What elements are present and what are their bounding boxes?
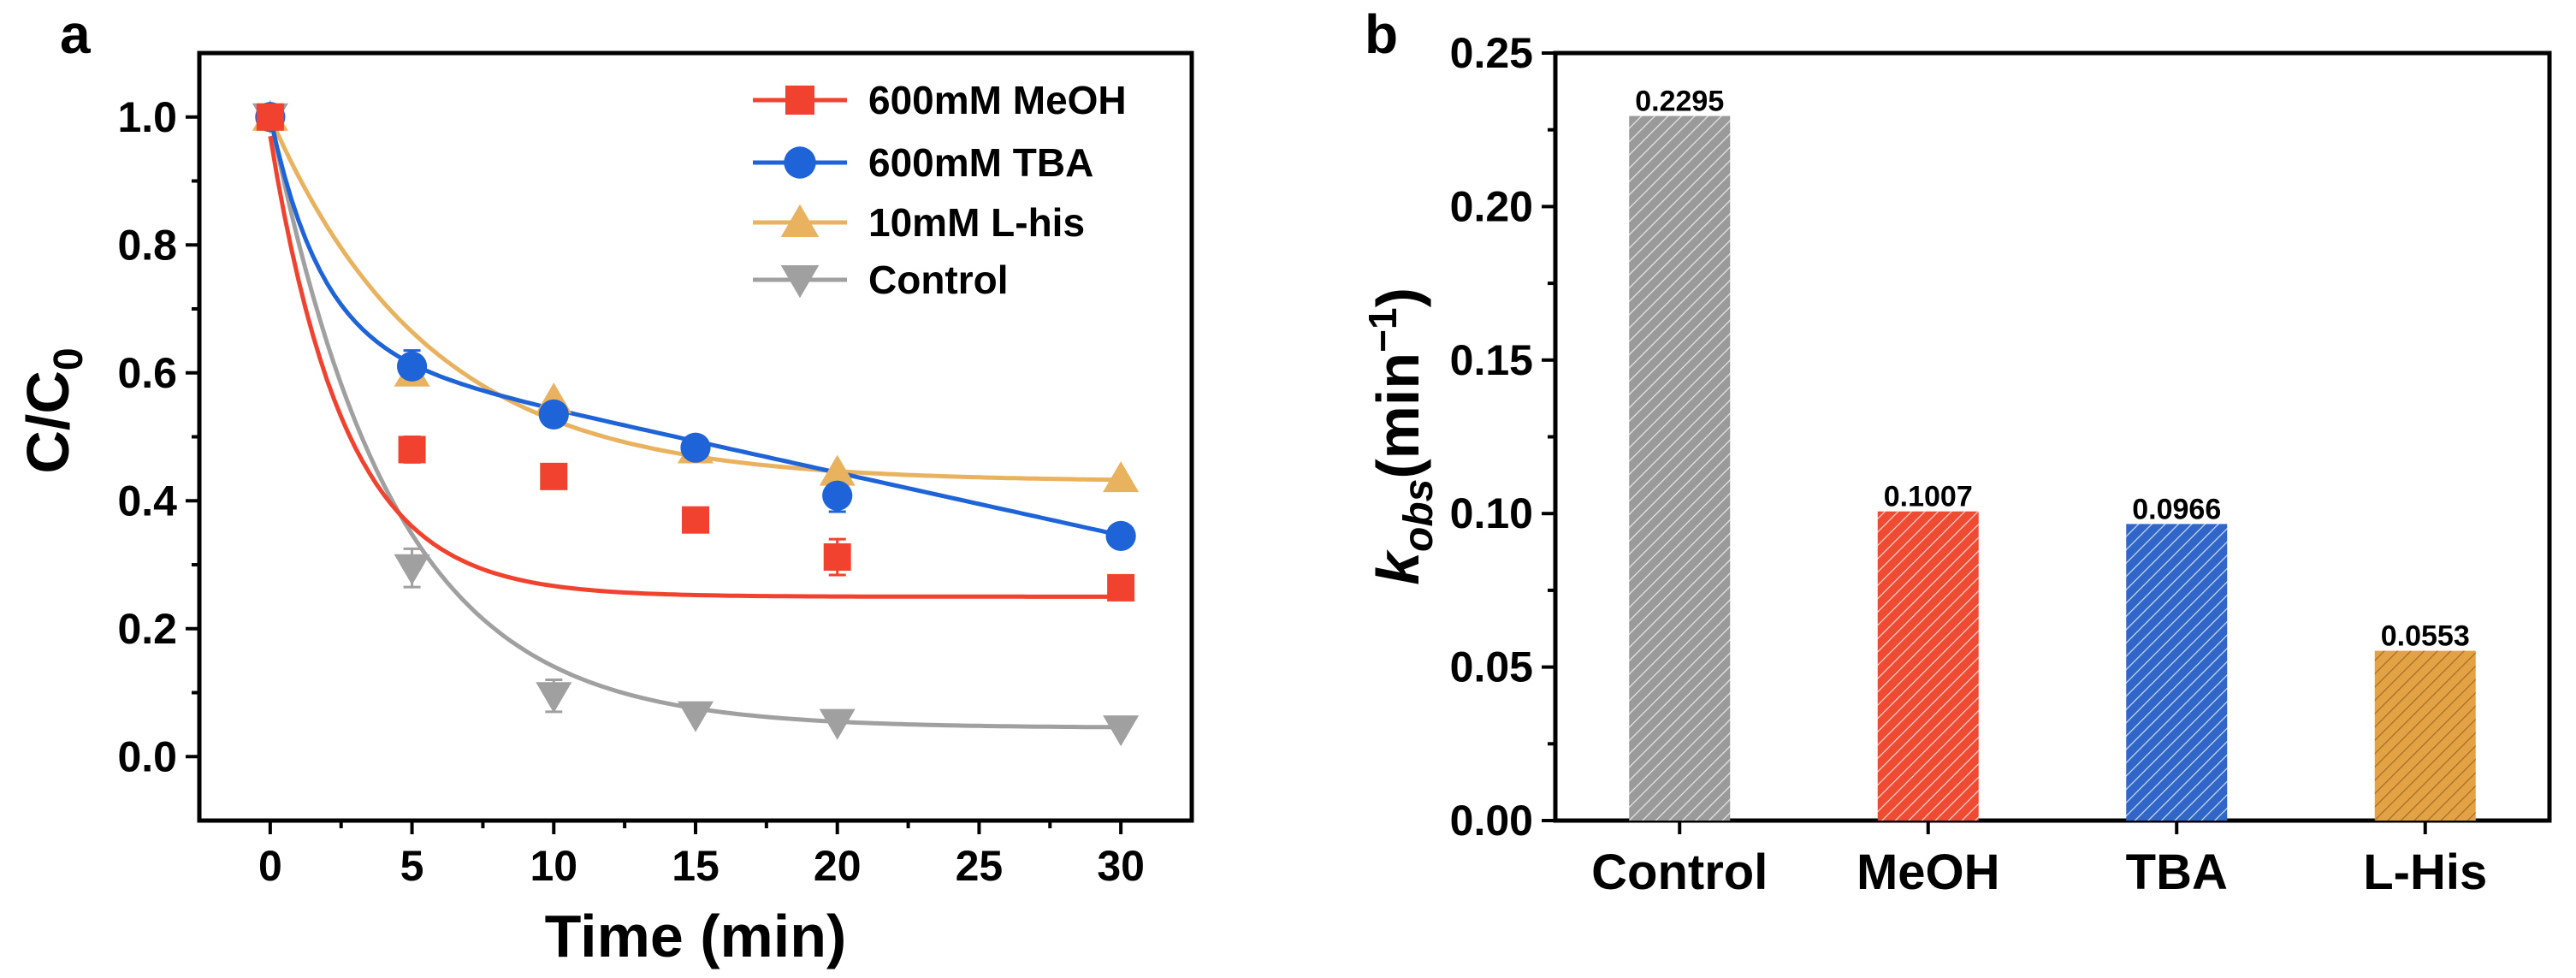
y-tick-label: 0.8 <box>117 221 177 269</box>
panel-b-y-ticks: 0.00 0.05 0.10 0.15 0.20 0.25 <box>1450 29 1555 845</box>
y-tick-label: 0.6 <box>117 349 177 397</box>
legend-marker <box>784 146 816 179</box>
panel-b-y-axis-title-sup: −1 <box>1360 307 1405 352</box>
legend-label: 600mM TBA <box>868 140 1093 185</box>
x-tick-label: 10 <box>530 842 577 890</box>
panel-a-y-axis-title-sub: 0 <box>46 347 92 370</box>
panel-a-error-bars <box>403 349 846 714</box>
data-point-0 <box>1107 573 1135 602</box>
panel-b-bars: 0.2295 0.1007 0.0966 0.0553 <box>1629 86 2476 834</box>
y-tick-label: 0.05 <box>1450 643 1533 691</box>
data-point-1 <box>538 399 569 430</box>
data-point-0 <box>682 506 709 534</box>
panel-a-x-ticks: 0 5 10 15 20 25 30 <box>258 821 1145 890</box>
panel-a-y-axis-title: C/C0 <box>15 347 92 473</box>
panel-a-y-ticks: 0.0 0.2 0.4 0.6 0.8 1.0 <box>117 93 199 780</box>
y-tick-label: 0.25 <box>1450 29 1533 77</box>
category-label: Control <box>1591 845 1768 900</box>
legend-label: 600mM MeOH <box>868 78 1127 122</box>
bar-l-his <box>2374 650 2476 821</box>
data-point-3 <box>394 554 430 585</box>
bar-value-label: 0.0553 <box>2381 620 2470 653</box>
fit-line-0 <box>268 135 1122 599</box>
y-tick-label: 0.15 <box>1450 336 1533 384</box>
panel-b-y-axis-title: kobs(min−1) <box>1360 287 1442 585</box>
legend-label: 10mM L-his <box>868 200 1085 245</box>
panel-b-category-labels: Control MeOH TBA L-His <box>1591 845 2487 900</box>
panel-b-y-axis-title-sub: obs <box>1396 479 1442 552</box>
data-point-3 <box>1103 715 1140 747</box>
category-label: TBA <box>2126 845 2228 900</box>
panel-a-x-axis-title: Time (min) <box>545 903 847 969</box>
panel-a-letter: a <box>60 3 91 65</box>
x-tick-label: 5 <box>400 842 424 890</box>
y-tick-label: 0.4 <box>117 477 177 525</box>
panel-b-letter: b <box>1365 3 1398 65</box>
x-tick-label: 15 <box>672 842 720 890</box>
data-point-3 <box>678 701 714 732</box>
data-point-3 <box>819 708 856 740</box>
data-point-1 <box>1105 520 1136 551</box>
legend-label: Control <box>868 258 1009 302</box>
legend-marker <box>785 86 814 115</box>
bar-value-label: 0.0966 <box>2132 493 2221 525</box>
data-point-0 <box>398 436 426 464</box>
bar-value-label: 0.2295 <box>1635 86 1724 118</box>
data-point-1 <box>396 351 428 382</box>
x-tick-label: 0 <box>258 842 282 890</box>
data-point-3 <box>536 682 572 714</box>
y-tick-label: 0.20 <box>1450 182 1533 230</box>
panel-b-y-axis-title-close: ) <box>1365 287 1431 307</box>
bar-value-label: 0.1007 <box>1884 481 1973 513</box>
y-tick-label: 0.0 <box>117 732 177 780</box>
data-point-1 <box>680 432 711 463</box>
category-label: L-His <box>2363 845 2487 900</box>
data-point-2 <box>1103 461 1140 493</box>
panel-b-y-axis-title-unit: (min <box>1365 353 1431 479</box>
x-tick-label: 20 <box>814 842 862 890</box>
bar-meoh <box>1877 511 1979 821</box>
y-tick-label: 1.0 <box>117 93 177 141</box>
data-point-0 <box>540 462 568 490</box>
x-tick-label: 30 <box>1097 842 1145 890</box>
data-point-1 <box>822 480 853 511</box>
panel-a-data-markers <box>252 99 1140 747</box>
legend-marker <box>780 265 820 299</box>
panel-b-y-axis-title-k: k <box>1365 549 1431 585</box>
bar-control <box>1629 116 1731 821</box>
data-point-0 <box>256 103 284 131</box>
y-tick-label: 0.00 <box>1450 797 1533 845</box>
category-label: MeOH <box>1856 845 2000 900</box>
y-tick-label: 0.10 <box>1450 489 1533 537</box>
panel-a-legend: 600mM MeOH 600mM TBA 10mM L-his Control <box>753 78 1127 302</box>
panel-a: a 0.0 0.2 0.4 0.6 0.8 1.0 0 5 10 15 20 25 30 Time (… <box>15 3 1194 969</box>
x-tick-label: 25 <box>956 842 1004 890</box>
y-tick-label: 0.2 <box>117 605 177 653</box>
data-point-0 <box>823 543 851 572</box>
bar-tba <box>2126 524 2228 821</box>
data-point-2 <box>819 454 856 486</box>
legend-marker <box>780 204 820 237</box>
panel-a-y-axis-title-main: C/C <box>15 370 81 474</box>
